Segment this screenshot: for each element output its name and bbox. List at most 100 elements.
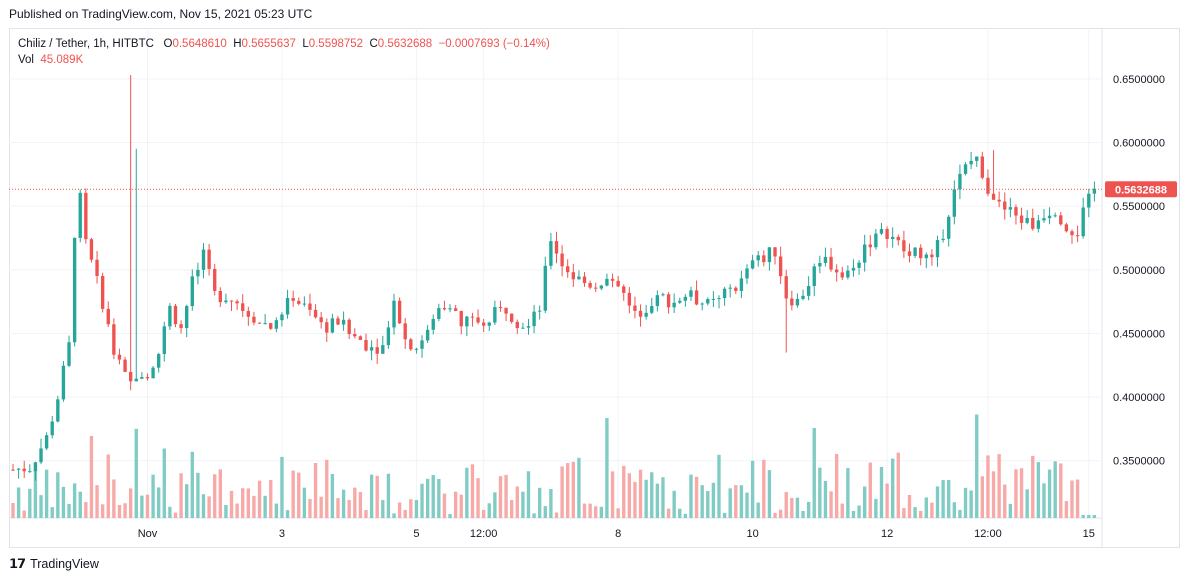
candle-body: [773, 247, 777, 257]
volume-bar: [425, 478, 430, 518]
candle-body: [846, 270, 850, 278]
candle-body: [588, 283, 592, 288]
candle-body: [610, 278, 615, 281]
candle-body: [778, 256, 783, 277]
volume-bar: [1064, 501, 1069, 518]
candle-body: [437, 308, 441, 319]
candle-body: [84, 192, 88, 240]
candle-body: [980, 156, 985, 178]
volume-label: Vol: [18, 54, 34, 66]
volume-bar: [868, 462, 872, 518]
volume-bar: [420, 483, 424, 518]
candle-body: [728, 287, 732, 289]
symbol-label[interactable]: Chiliz / Tether, 1h, HITBTC: [18, 38, 154, 50]
volume-bar: [694, 476, 699, 518]
candle-body: [1053, 215, 1057, 217]
volume-value: 45.089K: [40, 54, 84, 66]
open-label: O: [163, 38, 173, 50]
ohlc-line: Chiliz / Tether, 1h, HITBTC O0.5648610 H…: [18, 36, 550, 52]
volume-bar: [627, 473, 632, 518]
candle-body: [95, 259, 99, 277]
high-label: H: [233, 38, 242, 50]
candle-body: [117, 354, 122, 360]
volume-bar: [493, 492, 497, 518]
volume-bar: [213, 474, 217, 518]
candle-body: [829, 256, 833, 270]
candle-body: [386, 327, 391, 346]
volume-bar: [56, 472, 60, 518]
volume-bar: [375, 475, 379, 518]
candle-body: [297, 300, 301, 304]
volume-bar: [1036, 462, 1041, 518]
volume-bar: [1008, 503, 1013, 518]
candle-body: [420, 340, 424, 349]
volume-bar: [470, 464, 475, 518]
volume-bar: [386, 473, 391, 518]
candle-body: [947, 216, 951, 239]
candle-body: [56, 399, 60, 422]
volume-bar: [907, 494, 912, 518]
candle-body: [683, 296, 688, 301]
volume-bar: [280, 456, 284, 518]
volume-bar: [1031, 455, 1035, 518]
volume-bar: [459, 494, 463, 518]
volume-bar: [722, 512, 727, 518]
volume-bar: [515, 486, 519, 518]
tradingview-footer[interactable]: 𝟭𝟳 TradingView: [9, 556, 99, 572]
candle-body: [156, 354, 161, 368]
candle-body: [476, 317, 480, 323]
volume-bar: [106, 454, 110, 518]
volume-bar: [582, 503, 587, 518]
volume-bar: [392, 513, 396, 518]
candle-body: [851, 267, 856, 271]
candle-body: [67, 342, 71, 366]
price-tick-label: 0.6500000: [1113, 74, 1165, 86]
volume-bar: [818, 467, 822, 518]
candlestick-chart[interactable]: 0.5632688 0.6500000 0.6000000 0.5500000 0.5…: [9, 28, 1180, 548]
volume-bar: [173, 512, 178, 518]
volume-bar: [879, 466, 884, 518]
volume-bar: [168, 506, 172, 518]
candle-body: [274, 320, 279, 329]
volume-bar: [364, 510, 368, 518]
volume-bar: [532, 513, 536, 518]
candle-body: [538, 310, 542, 312]
candle-body: [891, 236, 895, 239]
candle-body: [969, 160, 973, 165]
volume-bar: [381, 500, 385, 518]
price-tick-label: 0.6000000: [1113, 138, 1165, 150]
volume-bar: [610, 471, 615, 518]
volume-bar: [930, 502, 934, 518]
volume-bar: [935, 486, 940, 518]
volume-bar: [924, 497, 928, 518]
volume-bar: [1003, 484, 1007, 518]
volume-bar: [1014, 469, 1018, 518]
candle-body: [403, 323, 407, 340]
volume-bar: [588, 503, 592, 518]
volume-bar: [190, 451, 194, 518]
volume-bar: [975, 414, 979, 518]
open-value: 0.5648610: [172, 38, 227, 50]
volume-bar: [201, 494, 206, 518]
candle-body: [470, 316, 475, 318]
volume-bar: [50, 507, 54, 518]
candle-body: [364, 339, 368, 351]
candle-body: [818, 262, 822, 267]
volume-bar: [22, 510, 26, 518]
time-axis[interactable]: Nov 3 5 12:00 8 10 12 12:00 15: [138, 528, 1095, 540]
price-axis[interactable]: 0.6500000 0.6000000 0.5500000 0.5000000 0.45…: [1113, 74, 1165, 468]
candle-body: [33, 462, 38, 472]
volume-bar: [179, 473, 183, 518]
candle-body: [162, 326, 166, 355]
volume-bar: [689, 474, 693, 518]
candle-body: [577, 276, 581, 280]
grid-lines: [9, 28, 1103, 548]
candle-body: [336, 318, 340, 325]
volume-bar: [1019, 468, 1024, 518]
volume-bar: [325, 459, 329, 518]
candle-body: [879, 229, 884, 234]
volume-bar: [11, 503, 15, 518]
candle-body: [790, 298, 794, 306]
volume-bar: [274, 503, 279, 518]
candle-body: [823, 256, 828, 263]
